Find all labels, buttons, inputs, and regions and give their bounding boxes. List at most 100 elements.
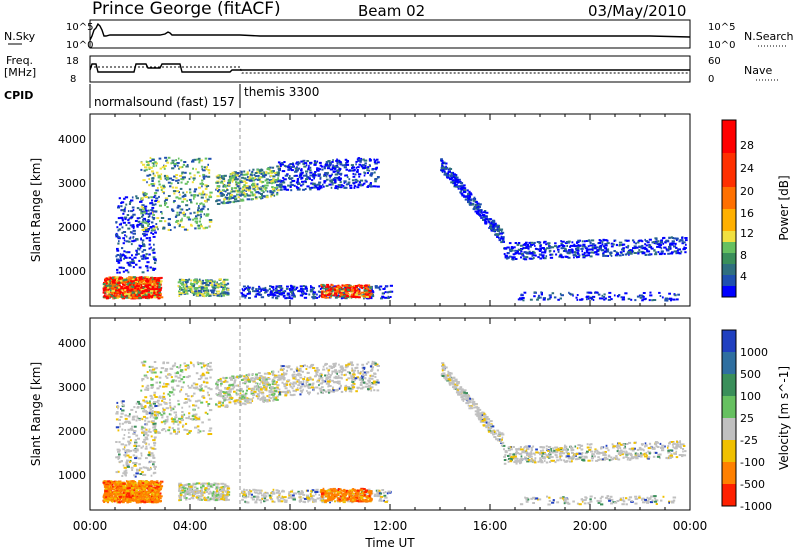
power-data-cell-3954 [604,239,608,242]
power-data-cell-3915 [662,242,665,245]
power-data-cell-3781 [644,254,647,256]
power-data-cell-2584 [281,162,284,164]
power-data-cell-2564 [361,164,365,167]
power-data-cell-3540 [622,250,625,253]
power-data-cell-3348 [443,170,446,173]
power-data-cell-3798 [653,249,655,252]
power-data-cell-1789 [216,284,221,287]
power-data-cell-3817 [512,257,514,260]
power-data-cell-1478 [205,196,207,199]
power-data-cell-3518 [678,248,681,251]
power-data-cell-982 [116,260,120,262]
power-data-cell-835 [141,296,145,299]
velocity-data-cell-824 [145,484,149,486]
power-data-cell-1484 [184,182,188,185]
power-data-cell-3393 [489,226,492,229]
power-data-cell-925 [152,269,155,271]
power-data-cell-1173 [170,162,172,165]
velocity-data-cell-786 [109,490,112,493]
power-data-cell-3950 [549,246,553,249]
power-data-cell-2849 [287,296,289,299]
power-data-cell-2533 [326,173,329,176]
power-cbar-swatch-1 [722,275,736,286]
power-data-cell-3718 [599,244,603,247]
power-data-cell-2644 [244,296,247,299]
power-data-cell-1271 [195,221,198,224]
power-data-cell-1347 [181,208,184,211]
power-data-cell-2209 [305,164,308,167]
velocity-data-cell-545 [140,489,143,492]
power-data-cell-1362 [146,161,150,163]
power-data-cell-1105 [144,219,147,222]
power-data-cell-2986 [352,293,356,296]
power-data-cell-3944 [603,250,607,253]
power-data-cell-3049 [329,286,332,289]
power-data-cell-3942 [684,251,687,254]
power-data-cell-2780 [292,291,295,294]
power-data-cell-2230 [368,183,372,186]
power-data-cell-1234 [166,176,169,179]
power-data-cell-1035 [148,215,151,218]
power-data-cell-2074 [219,181,224,184]
power-data-cell-2225 [374,185,377,188]
power-data-cell-3549 [589,255,593,258]
power-data-cell-3365 [488,221,491,224]
power-data-cell-701 [135,292,138,295]
power-data-cell-857 [130,285,133,288]
power-data-cell-2334 [337,169,341,172]
power-data-cell-2073 [260,189,264,192]
power-data-cell-1075 [122,254,125,257]
power-data-cell-2527 [344,164,347,167]
velocity-data-cell-776 [143,483,147,486]
power-data-cell-2114 [217,176,220,179]
power-data-cell-1623 [214,293,218,296]
power-data-cell-2585 [279,185,282,188]
power-data-cell-2023 [250,191,254,194]
power-data-cell-2083 [245,188,248,191]
power-data-cell-2611 [245,286,248,289]
power-data-cell-3437 [492,224,496,227]
power-data-cell-844 [113,280,116,283]
power-data-cell-2716 [252,290,254,293]
power-data-cell-2896 [370,291,375,294]
power-data-cell-2473 [316,183,319,186]
power-data-cell-2479 [323,167,326,170]
power-data-cell-1360 [187,218,192,221]
power-data-cell-1052 [153,267,157,270]
power-data-cell-4077 [553,296,557,299]
power-data-cell-841 [107,288,110,291]
power-data-cell-2418 [355,160,358,163]
power-data-cell-2174 [240,190,243,193]
power-data-cell-3328 [483,215,487,218]
power-data-cell-1025 [128,218,130,221]
power-data-cell-3676 [674,243,677,246]
power-data-cell-1803 [258,172,262,175]
velocity-data-cell-486 [122,490,126,493]
power-data-cell-4035 [519,297,523,300]
power-data-cell-3000 [368,284,371,287]
power-data-cell-2883 [387,295,389,298]
power-data-cell-3766 [604,254,608,257]
power-data-cell-988 [138,208,143,211]
power-data-cell-1059 [141,215,144,218]
power-data-cell-2172 [265,171,268,174]
power-data-cell-3652 [671,251,674,254]
power-data-cell-2594 [327,160,331,162]
power-data-cell-1081 [118,228,121,231]
power-data-cell-1224 [158,183,161,186]
power-data-cell-1922 [264,179,268,182]
power-data-cell-2737 [286,285,289,288]
power-data-cell-1830 [236,200,240,203]
power-data-cell-2457 [376,176,380,178]
power-data-cell-754 [142,295,144,297]
velocity-data-cell-122 [106,501,109,504]
power-data-cell-1298 [171,179,175,181]
power-data-cell-4050 [641,299,644,302]
power-data-cell-2328 [294,174,298,177]
power-data-cell-1737 [199,293,203,295]
power-data-cell-3531 [508,255,512,258]
power-data-cell-135 [147,294,151,297]
power-data-cell-2311 [357,166,360,169]
power-data-cell-3149 [352,296,355,298]
power-data-cell-1760 [205,283,209,286]
